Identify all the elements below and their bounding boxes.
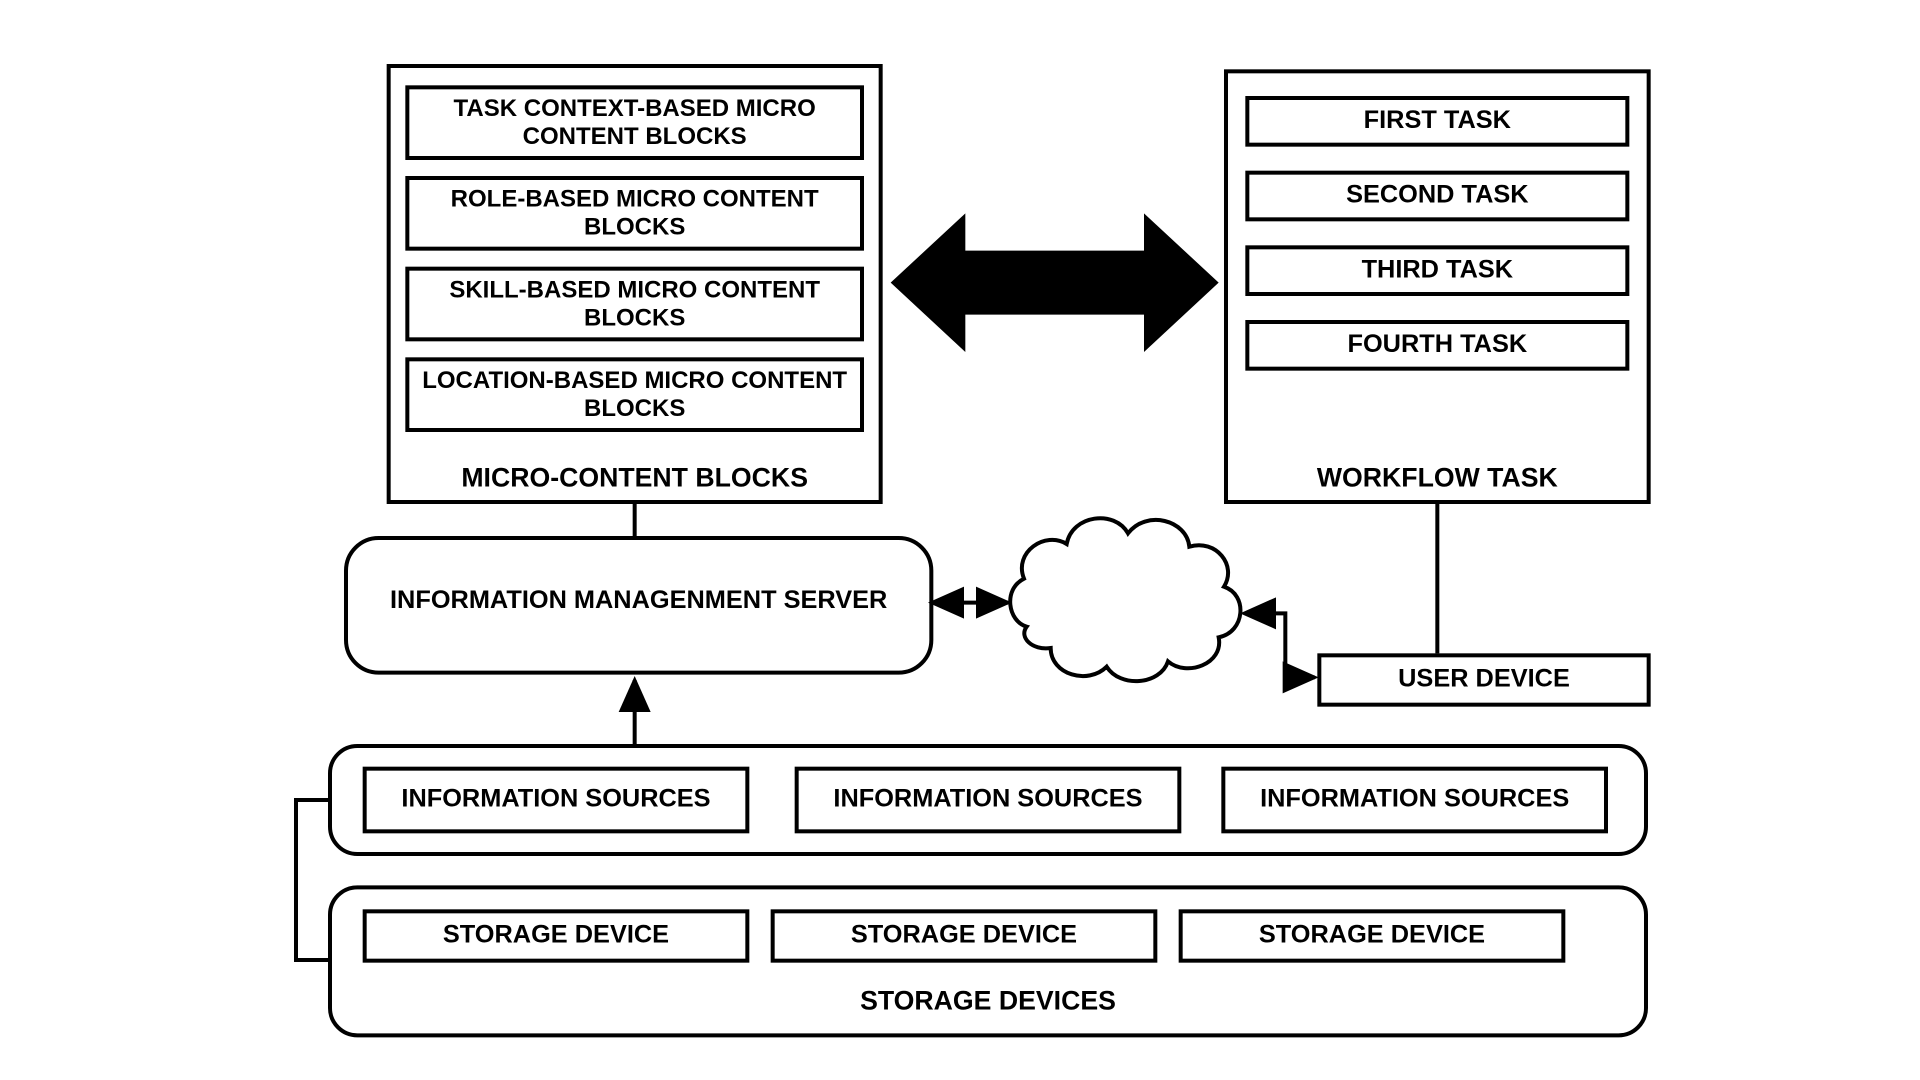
info-source-item: INFORMATION SOURCES: [363, 767, 750, 834]
user-device: USER DEVICE: [1317, 653, 1650, 706]
storage-devices-title: STORAGE DEVICES: [328, 987, 1648, 1018]
micro-content-item: LOCATION-BASED MICRO CONTENT BLOCKS: [405, 357, 864, 432]
diagram-stage: TASK CONTEXT-BASED MICRO CONTENT BLOCKS …: [0, 0, 1920, 1080]
big-double-arrow-icon: [891, 213, 1219, 352]
network-label: NETWORK: [1043, 587, 1198, 616]
micro-content-item: SKILL-BASED MICRO CONTENT BLOCKS: [405, 267, 864, 342]
micro-content-title: MICRO-CONTENT BLOCKS: [387, 464, 883, 495]
storage-device-item: STORAGE DEVICE: [1179, 909, 1566, 962]
storage-device-item: STORAGE DEVICE: [771, 909, 1158, 962]
workflow-item: THIRD TASK: [1245, 245, 1629, 296]
info-source-item: INFORMATION SOURCES: [795, 767, 1182, 834]
micro-content-item: ROLE-BASED MICRO CONTENT BLOCKS: [405, 176, 864, 251]
workflow-title: WORKFLOW TASK: [1224, 464, 1651, 495]
micro-content-item: TASK CONTEXT-BASED MICRO CONTENT BLOCKS: [405, 85, 864, 160]
workflow-item: SECOND TASK: [1245, 171, 1629, 222]
workflow-item: FOURTH TASK: [1245, 320, 1629, 371]
storage-device-item: STORAGE DEVICE: [363, 909, 750, 962]
info-management-server-label: INFORMATION MANAGENMENT SERVER: [344, 587, 933, 616]
info-source-item: INFORMATION SOURCES: [1221, 767, 1608, 834]
workflow-item: FIRST TASK: [1245, 96, 1629, 147]
